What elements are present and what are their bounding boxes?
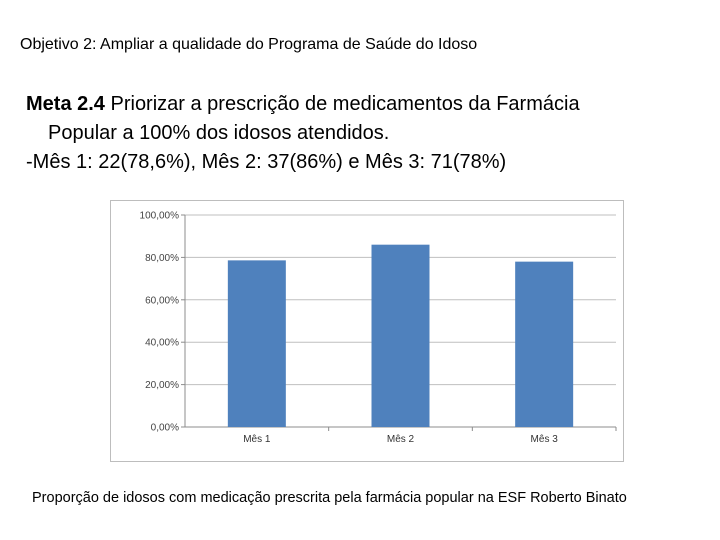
meta-text-line-1: Priorizar a prescrição de medicamentos d… [104,93,580,115]
y-tick-label: 40,00% [145,338,179,349]
meta-results: -Mês 1: 22(78,6%), Mês 2: 37(86%) e Mês … [26,151,507,173]
chart-svg: 0,00% 20,00% 40,00% 60,00% 80,00% 100,00% Mês … [140,211,617,445]
chart-caption: Proporção de idosos com medicação prescr… [32,490,627,506]
meta-text-line-2: Popular a 100% dos idosos atendidos. [48,122,390,144]
meta-line-1: Meta 2.4 Priorizar a prescrição de medic… [26,90,686,119]
bar [515,261,574,427]
y-tick-label: 100,00% [140,211,180,222]
meta-title: Meta 2.4 [26,93,105,115]
objective-title: Objetivo 2: Ampliar a qualidade do Progr… [20,36,478,53]
bar-chart: 0,00% 20,00% 40,00% 60,00% 80,00% 100,00% Mês … [110,200,624,462]
y-tick-label: 60,00% [145,295,179,306]
meta-block: Meta 2.4 Priorizar a prescrição de medic… [26,90,686,177]
bar [371,244,430,427]
x-category-label: Mês 2 [387,434,415,445]
x-category-label: Mês 3 [531,434,559,445]
y-tick-label: 0,00% [151,423,179,434]
bar [227,260,286,427]
x-category-label: Mês 1 [243,434,271,445]
y-tick-label: 20,00% [145,380,179,391]
y-tick-label: 80,00% [145,253,179,264]
